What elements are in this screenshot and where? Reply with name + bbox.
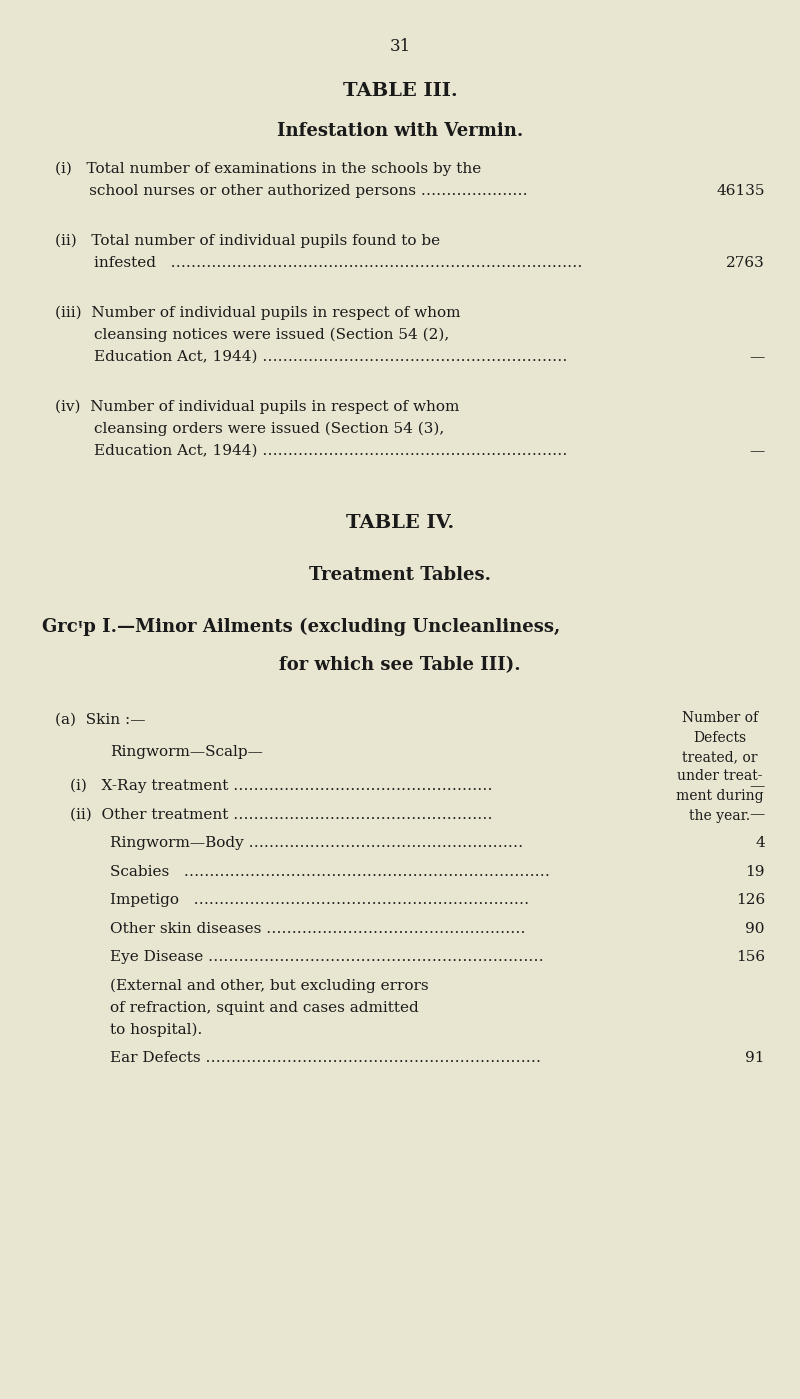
Text: Education Act, 1944) ……………………………………………………: Education Act, 1944) …………………………………………………… [55, 350, 567, 364]
Text: Ringworm—Body ………………………………………………: Ringworm—Body ……………………………………………… [110, 837, 523, 851]
Text: of refraction, squint and cases admitted: of refraction, squint and cases admitted [110, 1000, 418, 1014]
Text: (iv)  Number of individual pupils in respect of whom: (iv) Number of individual pupils in resp… [55, 400, 459, 414]
Text: —: — [750, 350, 765, 364]
Text: school nurses or other authorized persons …………………: school nurses or other authorized person… [55, 185, 528, 199]
Text: the year.: the year. [690, 809, 750, 823]
Text: —: — [750, 443, 765, 457]
Text: Other skin diseases ……………………………………………: Other skin diseases …………………………………………… [110, 922, 526, 936]
Text: TABLE III.: TABLE III. [342, 83, 458, 99]
Text: 91: 91 [746, 1051, 765, 1065]
Text: Scabies   ………………………………………………………………: Scabies ……………………………………………………………… [110, 865, 550, 879]
Text: Number of: Number of [682, 711, 758, 725]
Text: under treat-: under treat- [678, 769, 762, 783]
Text: (ii)  Other treatment ……………………………………………: (ii) Other treatment …………………………………………… [70, 807, 493, 821]
Text: Treatment Tables.: Treatment Tables. [309, 567, 491, 583]
Text: cleansing orders were issued (Section 54 (3),: cleansing orders were issued (Section 54… [55, 422, 444, 436]
Text: —: — [750, 807, 765, 821]
Text: Grcᵎp I.—Minor Ailments (excluding Uncleanliness,: Grcᵎp I.—Minor Ailments (excluding Uncle… [42, 618, 560, 637]
Text: (ii)   Total number of individual pupils found to be: (ii) Total number of individual pupils f… [55, 234, 440, 249]
Text: infested   ………………………………………………………………………: infested ……………………………………………………………………… [55, 256, 582, 270]
Text: 4: 4 [755, 837, 765, 851]
Text: (i)   X-Ray treatment ……………………………………………: (i) X-Ray treatment …………………………………………… [70, 779, 493, 793]
Text: Defects: Defects [694, 730, 746, 744]
Text: Ear Defects …………………………………………………………: Ear Defects ………………………………………………………… [110, 1051, 541, 1065]
Text: TABLE IV.: TABLE IV. [346, 513, 454, 532]
Text: 156: 156 [736, 950, 765, 964]
Text: Education Act, 1944) ……………………………………………………: Education Act, 1944) …………………………………………………… [55, 443, 567, 457]
Text: Ringworm—Scalp—: Ringworm—Scalp— [110, 746, 263, 760]
Text: (a)  Skin :—: (a) Skin :— [55, 713, 146, 727]
Text: 31: 31 [390, 38, 410, 55]
Text: (iii)  Number of individual pupils in respect of whom: (iii) Number of individual pupils in res… [55, 306, 461, 320]
Text: treated, or: treated, or [682, 750, 758, 764]
Text: to hospital).: to hospital). [110, 1023, 202, 1037]
Text: for which see Table III).: for which see Table III). [279, 656, 521, 674]
Text: 90: 90 [746, 922, 765, 936]
Text: —: — [750, 779, 765, 793]
Text: Impetigo   …………………………………………………………: Impetigo ………………………………………………………… [110, 893, 529, 907]
Text: (i)   Total number of examinations in the schools by the: (i) Total number of examinations in the … [55, 162, 482, 176]
Text: cleansing notices were issued (Section 54 (2),: cleansing notices were issued (Section 5… [55, 327, 450, 343]
Text: 19: 19 [746, 865, 765, 879]
Text: Infestation with Vermin.: Infestation with Vermin. [277, 122, 523, 140]
Text: (External and other, but excluding errors: (External and other, but excluding error… [110, 978, 429, 993]
Text: ment during: ment during [676, 789, 764, 803]
Text: 2763: 2763 [726, 256, 765, 270]
Text: Eye Disease …………………………………………………………: Eye Disease ………………………………………………………… [110, 950, 544, 964]
Text: 46135: 46135 [717, 185, 765, 199]
Text: 126: 126 [736, 893, 765, 907]
